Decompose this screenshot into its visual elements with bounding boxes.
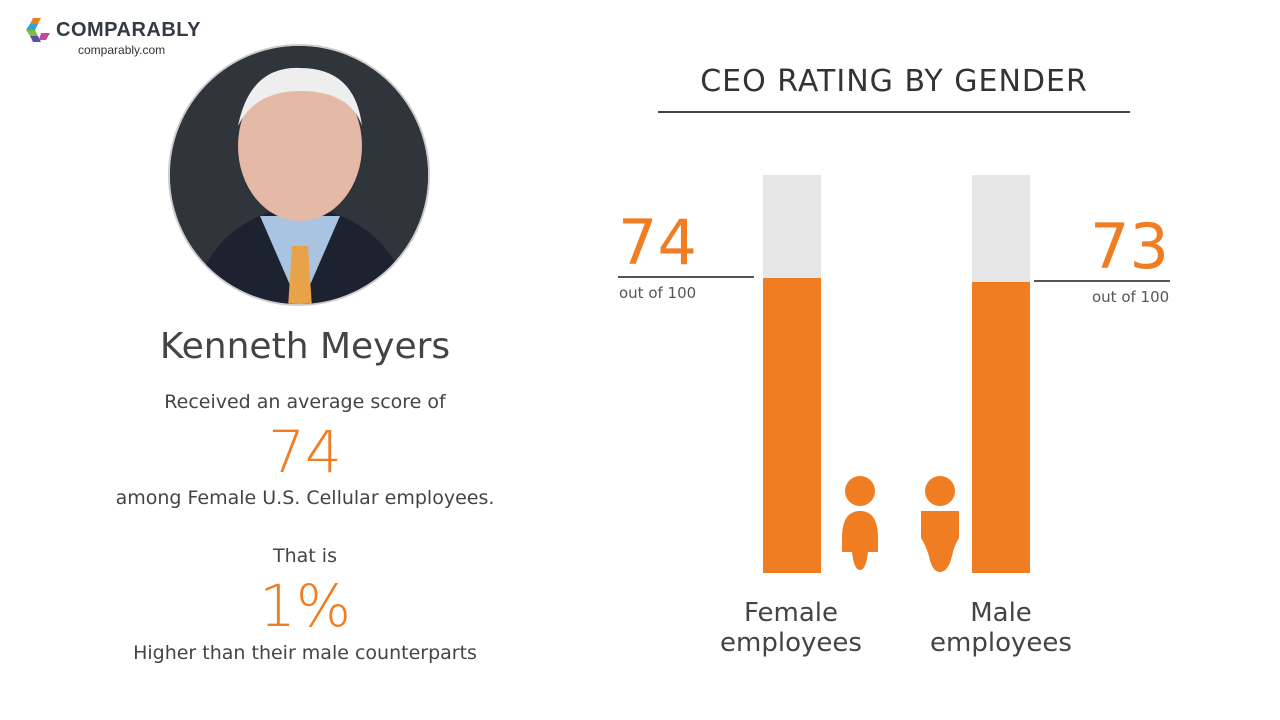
leader-line-male [1034,280,1170,282]
category-label-line: employees [930,628,1072,658]
category-label-line: employees [720,628,862,658]
unit-label-female: out of 100 [619,284,697,302]
bar-track-female [763,175,821,573]
brand-name: COMPARABLY [56,18,202,41]
title-underline [658,111,1130,113]
bar-female [763,278,821,573]
female-person-icon [842,476,878,570]
brand-url: comparably.com [78,43,166,57]
comparison-context: Higher than their male counterparts [133,642,477,664]
value-label-female: 74 [618,206,697,279]
bar-male [972,282,1030,573]
bar-track-male [972,175,1030,573]
value-label-male: 73 [1090,210,1169,283]
category-label-male: Male employees [911,598,1091,658]
category-label-line: Male [970,598,1032,628]
comparison-intro: That is [273,545,337,567]
leader-line-female [618,276,754,278]
average-score: 74 [268,418,342,486]
score-context: among Female U.S. Cellular employees. [115,487,495,509]
chart-title: CEO RATING BY GENDER [700,64,1088,99]
ceo-photo [168,44,430,306]
logo: COMPARABLY [26,18,201,42]
comparably-logo-icon [26,18,50,42]
difference-percent: 1% [258,572,351,640]
score-intro: Received an average score of [164,391,446,413]
ceo-name: Kenneth Meyers [159,326,451,367]
category-label-line: Female [743,598,838,628]
male-person-icon [921,476,959,572]
category-label-female: Female employees [701,598,881,658]
unit-label-male: out of 100 [1092,288,1170,306]
